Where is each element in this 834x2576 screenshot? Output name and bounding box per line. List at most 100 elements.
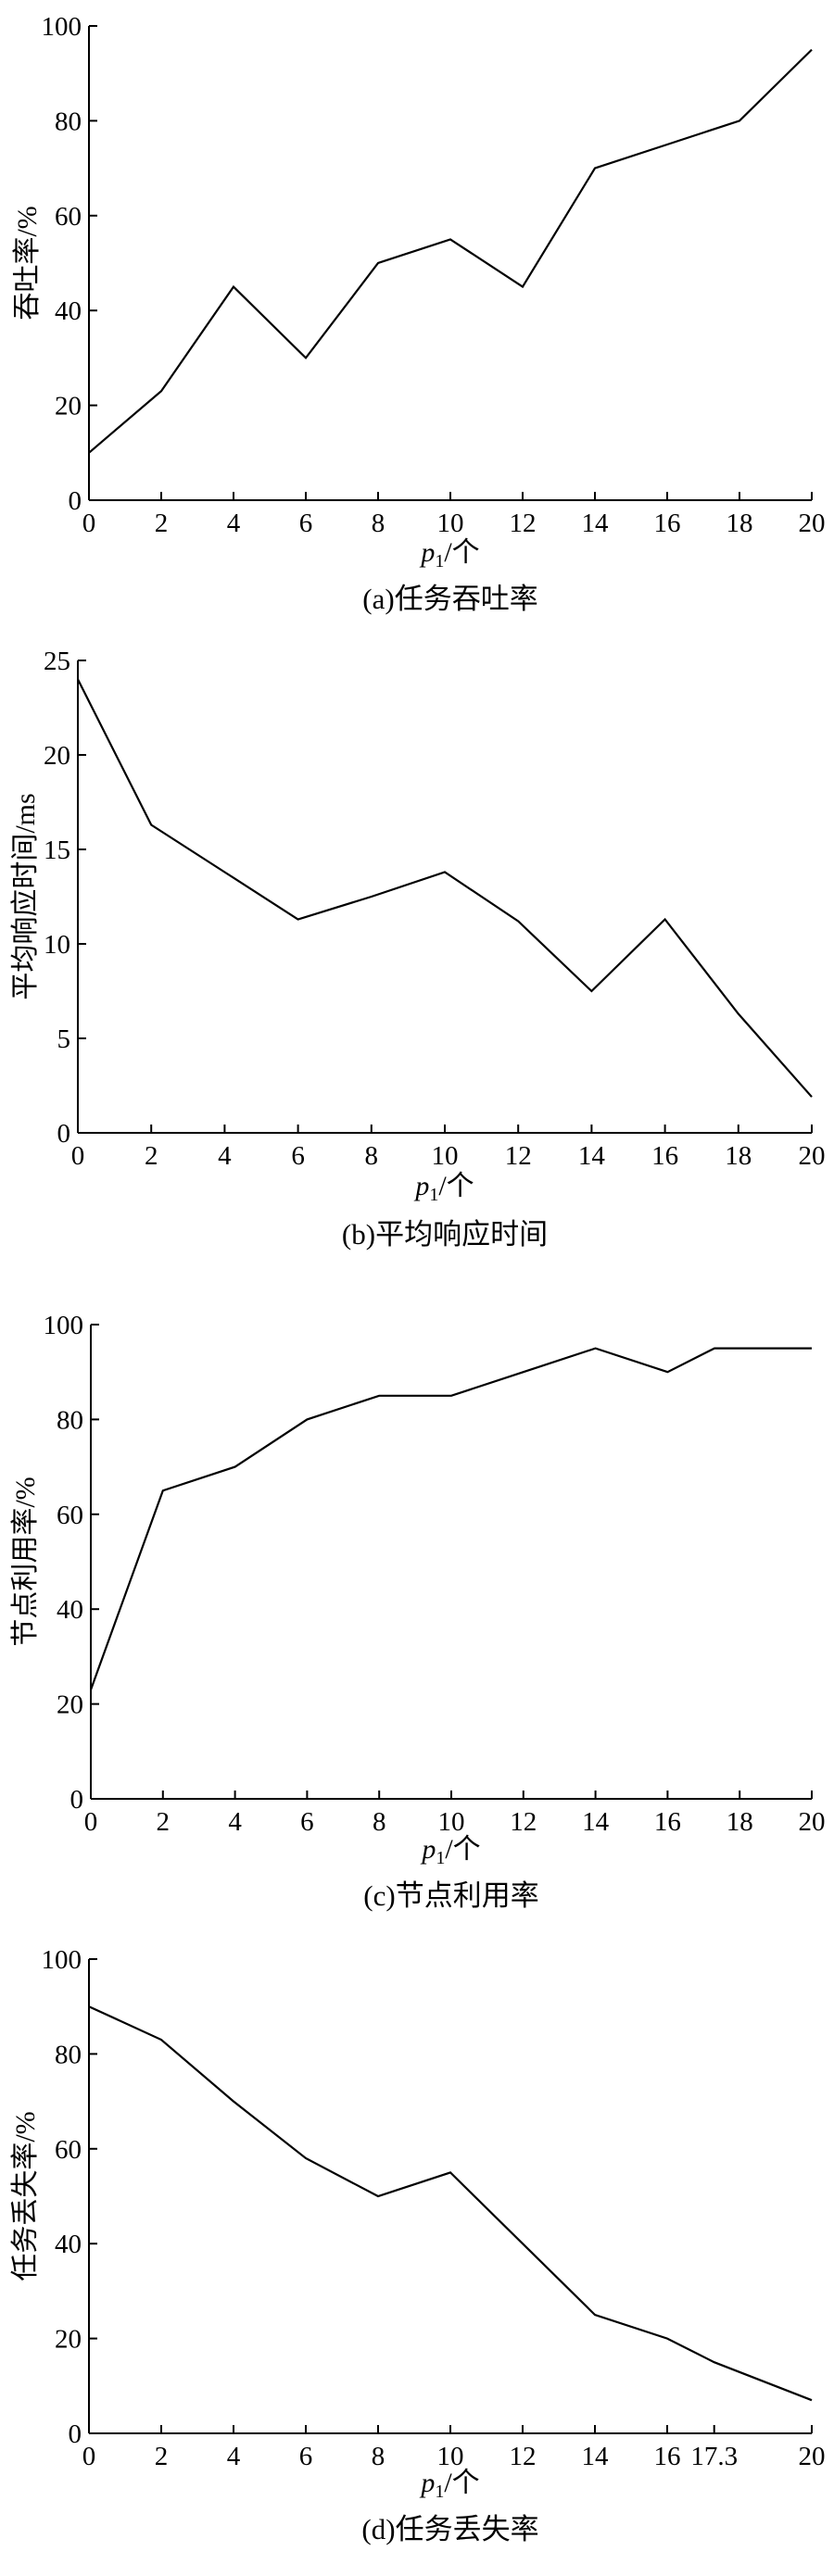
x-tick-label: 0 — [71, 1141, 85, 1171]
x-tick-label: 8 — [372, 509, 385, 538]
x-tick-label: 8 — [372, 2442, 385, 2471]
x-tick-label: 10 — [437, 2442, 464, 2471]
chart-panel-c: 0 2 4 6 8 10 12 14 16 18 20 0 20 40 60 80 100 节点利用率/% p1… — [10, 1311, 826, 1912]
x-tick-label: 10 — [437, 509, 464, 538]
x-tick-label: 6 — [291, 1141, 305, 1171]
y-axis-label: 节点利用率/% — [10, 1476, 41, 1646]
x-axis-label-unit: /个 — [444, 2468, 479, 2498]
tick-labels: 0 2 4 6 8 10 12 14 16 18 20 0 20 40 60 80 100 — [44, 1311, 826, 1837]
x-tick-label: 14 — [582, 1807, 610, 1837]
y-tick-label: 5 — [57, 1024, 71, 1054]
y-tick-label: 0 — [70, 1785, 84, 1815]
tick-labels: 0 2 4 6 8 10 12 14 16 18 20 0 5 10 15 20 25 — [44, 647, 826, 1171]
y-tick-label: 0 — [57, 1119, 71, 1149]
series-line — [88, 2005, 813, 2402]
x-axis-label-sub: 1 — [429, 1185, 438, 1205]
x-tick-label: 17.3 — [690, 2442, 738, 2471]
x-tick-label: 8 — [365, 1141, 379, 1171]
y-tick-label: 40 — [57, 1595, 83, 1625]
chart-panel-a: 0 2 4 6 8 10 12 14 16 18 20 0 20 40 60 80 100 吞吐率/% p1/个… — [12, 12, 826, 615]
x-tick-label: 20 — [799, 1807, 826, 1837]
x-tick-label: 12 — [505, 1141, 532, 1171]
y-tick-label: 20 — [44, 741, 70, 771]
x-tick-label: 14 — [578, 1141, 606, 1171]
x-axis-label-unit: /个 — [444, 537, 479, 568]
x-tick-label: 6 — [300, 1807, 314, 1837]
x-axis-label-sub: 1 — [435, 2482, 444, 2502]
y-tick-label: 60 — [55, 202, 82, 232]
y-tick-label: 25 — [44, 647, 70, 676]
x-axis-label-var: p — [419, 537, 435, 568]
series-line — [89, 1347, 812, 1690]
x-tick-label: 16 — [651, 1141, 678, 1171]
y-tick-label: 80 — [57, 1405, 83, 1435]
x-tick-label: 16 — [654, 2442, 681, 2471]
x-axis-label: p1/个 — [419, 537, 479, 572]
x-tick-label: 16 — [654, 509, 681, 538]
x-axis-label-var: p — [413, 1171, 429, 1201]
x-tick-label: 20 — [799, 2442, 826, 2471]
axis-ticks — [88, 25, 813, 501]
x-tick-label: 20 — [799, 1141, 826, 1171]
chart-caption: (d)任务丢失率 — [361, 2513, 538, 2545]
axis-ticks — [77, 660, 813, 1134]
x-tick-label: 20 — [799, 509, 826, 538]
tick-labels: 0 2 4 6 8 10 12 14 16 18 20 0 20 40 60 80 100 — [42, 12, 826, 538]
x-axis-label: p1/个 — [419, 2468, 479, 2502]
x-tick-label: 18 — [725, 1141, 752, 1171]
tick-labels: 0 2 4 6 8 10 12 14 16 17.3 20 0 20 40 60 80 100 — [42, 1945, 826, 2471]
y-tick-label: 0 — [69, 2419, 82, 2449]
x-tick-label: 2 — [157, 1807, 171, 1837]
y-axis-label: 吞吐率/% — [12, 206, 43, 320]
x-tick-label: 12 — [510, 1807, 537, 1837]
y-axis-label: 平均响应时间/ms — [10, 793, 41, 999]
y-tick-label: 100 — [44, 1311, 84, 1340]
x-tick-label: 6 — [299, 509, 313, 538]
axis-ticks — [88, 1958, 813, 2434]
y-tick-label: 80 — [55, 107, 82, 136]
chart-caption: (c)节点利用率 — [363, 1879, 538, 1912]
x-axis-label-sub: 1 — [436, 1848, 445, 1868]
y-tick-label: 10 — [44, 930, 70, 960]
x-tick-label: 2 — [145, 1141, 158, 1171]
x-tick-label: 4 — [228, 1807, 242, 1837]
y-tick-label: 100 — [42, 1945, 82, 1975]
x-tick-label: 16 — [654, 1807, 681, 1837]
y-axis-label: 任务丢失率/% — [10, 2111, 41, 2281]
x-axis-label: p1/个 — [413, 1171, 474, 1205]
y-tick-label: 60 — [55, 2135, 82, 2165]
x-axis-label-var: p — [419, 2468, 435, 2498]
x-tick-label: 18 — [727, 1807, 753, 1837]
x-tick-label: 14 — [582, 509, 610, 538]
x-tick-label: 6 — [299, 2442, 313, 2471]
x-tick-label: 8 — [373, 1807, 386, 1837]
y-tick-label: 40 — [55, 296, 82, 326]
x-axis-label-unit: /个 — [445, 1834, 480, 1865]
y-tick-label: 80 — [55, 2040, 82, 2069]
x-tick-label: 2 — [155, 509, 169, 538]
chart-caption: (b)平均响应时间 — [342, 1218, 548, 1250]
x-tick-label: 10 — [438, 1807, 465, 1837]
x-tick-label: 2 — [155, 2442, 169, 2471]
x-axis-label-var: p — [420, 1834, 436, 1865]
chart-panel-b: 0 2 4 6 8 10 12 14 16 18 20 0 5 10 15 20 25 平均响应时间/ms p1… — [10, 647, 826, 1250]
x-axis-label: p1/个 — [420, 1834, 480, 1868]
y-tick-label: 60 — [57, 1501, 83, 1530]
x-tick-label: 18 — [727, 509, 753, 538]
series-line — [77, 678, 813, 1098]
x-tick-label: 0 — [82, 509, 96, 538]
x-tick-label: 14 — [582, 2442, 610, 2471]
y-tick-label: 15 — [44, 836, 70, 865]
x-tick-label: 4 — [227, 509, 241, 538]
x-tick-label: 0 — [82, 2442, 96, 2471]
x-tick-label: 4 — [227, 2442, 241, 2471]
x-tick-label: 0 — [84, 1807, 98, 1837]
x-tick-label: 4 — [218, 1141, 232, 1171]
y-tick-label: 0 — [69, 486, 82, 516]
chart-caption: (a)任务吞吐率 — [362, 583, 537, 615]
y-tick-label: 40 — [55, 2230, 82, 2259]
x-axis-label-unit: /个 — [438, 1171, 474, 1201]
y-tick-label: 20 — [55, 2325, 82, 2355]
